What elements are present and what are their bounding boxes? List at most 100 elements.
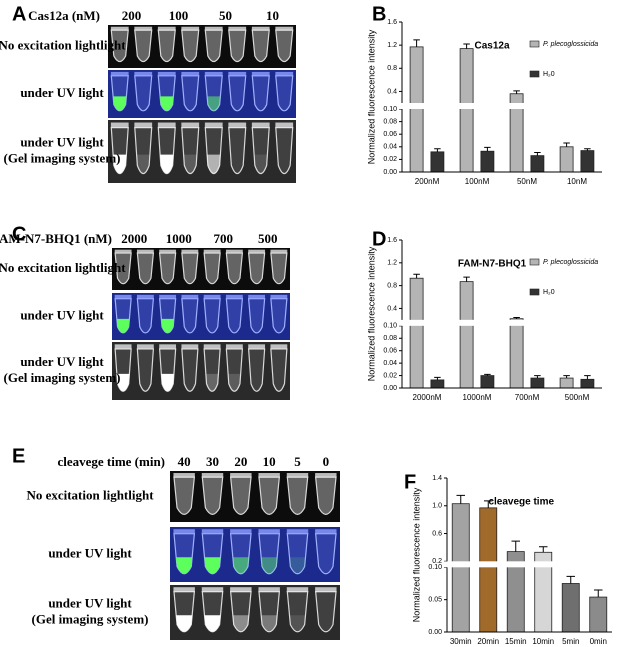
error-bar: [513, 317, 520, 319]
tube-cap: [315, 587, 337, 593]
tube-cap: [251, 26, 270, 31]
bar: [409, 277, 424, 389]
y-tick-label: 0.04: [383, 144, 397, 151]
tube: [228, 75, 247, 112]
error-bar: [534, 375, 541, 379]
tube-cap: [230, 587, 252, 593]
tube: [225, 298, 244, 334]
tube: [270, 348, 288, 392]
tube-cap: [136, 249, 154, 254]
tube: [203, 348, 221, 392]
tube: [228, 29, 247, 63]
tube: [258, 533, 281, 575]
chart-title: Cas12a: [474, 41, 509, 52]
legend-label: H₂0: [543, 289, 555, 296]
legend-swatch: [529, 40, 540, 48]
x-tick-label: 20min: [477, 637, 499, 646]
error-bar: [413, 39, 420, 47]
tube-cap: [248, 294, 266, 300]
axis-break: [398, 319, 604, 326]
x-tick-label: 10min: [532, 637, 554, 646]
legend-swatch: [529, 288, 540, 296]
tube-cap: [181, 26, 200, 31]
error-bar: [511, 540, 521, 552]
error-bar: [513, 90, 520, 94]
tube-glow: [204, 615, 221, 632]
y-tick-label: 1.4: [432, 475, 442, 482]
tube-glow: [161, 318, 175, 333]
photo-strip: [170, 585, 340, 640]
tube: [173, 476, 196, 515]
tube-glow: [159, 96, 174, 111]
chart: D FAM-N7-BHQ1 Normalized fluorescence inte…: [366, 228, 604, 402]
y-tick-label: 0.8: [387, 282, 397, 289]
tube-glow: [205, 373, 219, 392]
tube-cap: [203, 294, 221, 300]
y-tick-label: 0.04: [383, 360, 397, 367]
tube-cap: [157, 122, 176, 129]
tube-cap: [173, 587, 195, 593]
error-bar: [484, 373, 491, 376]
tube-cap: [204, 26, 223, 31]
error-bar: [538, 546, 548, 553]
x-tick-label: 5min: [562, 637, 579, 646]
tube: [136, 298, 155, 334]
column-label: 10: [266, 8, 279, 23]
x-tick-label: 1000nM: [463, 393, 492, 402]
tube-glow: [206, 96, 221, 111]
tube-cap: [258, 587, 280, 593]
column-label: 500: [258, 231, 278, 246]
legend-swatch: [529, 70, 540, 78]
x-tick-label: 0min: [590, 637, 607, 646]
photo-strip: [170, 527, 340, 582]
bar: [580, 150, 595, 173]
error-bar: [584, 375, 591, 380]
tube-cap: [228, 71, 247, 77]
tube-cap: [258, 473, 280, 478]
tube-cap: [159, 344, 177, 350]
tube-cap: [110, 71, 129, 77]
panel-letter: E: [12, 445, 25, 467]
x-tick-label: 200nM: [415, 177, 440, 186]
x-tick-label: 15min: [505, 637, 527, 646]
x-tick-label: 2000nM: [413, 393, 442, 402]
tube: [136, 348, 155, 392]
tube: [314, 533, 337, 575]
y-tick-label: 0.00: [383, 169, 397, 176]
y-tick-label: 1.2: [387, 42, 397, 49]
tube: [286, 591, 309, 633]
tube: [201, 476, 224, 515]
bar: [589, 596, 608, 633]
error-bar: [566, 575, 576, 584]
legend-label: P. plecoglossicida: [543, 41, 598, 48]
column-label: 30: [206, 454, 219, 469]
error-bar: [563, 375, 570, 379]
y-tick-label: 0.10: [383, 106, 397, 113]
error-bar: [584, 148, 591, 151]
y-axis-label: Normalized fluorescence intensity: [411, 487, 421, 622]
tube-cap: [110, 122, 129, 129]
tube-cap: [173, 529, 195, 535]
bar: [480, 150, 495, 173]
tube-cap: [114, 294, 132, 300]
x-tick-label: 100nM: [465, 177, 490, 186]
tube-glow: [116, 318, 130, 333]
error-bar: [434, 376, 441, 380]
bar: [479, 507, 498, 633]
y-tick-label: 1.6: [387, 237, 397, 244]
tube-glow: [112, 154, 127, 174]
tube: [181, 348, 199, 392]
row-label: No excitation lightlight: [0, 260, 126, 275]
tube-cap: [136, 294, 154, 300]
column-label: 100: [169, 8, 189, 23]
tube-glow: [176, 557, 193, 574]
tube: [314, 591, 337, 633]
error-bar: [563, 142, 570, 147]
y-tick-label: 0.10: [428, 564, 442, 571]
tube-cap: [201, 587, 224, 593]
y-tick-label: 0.06: [383, 131, 397, 138]
bar: [409, 46, 424, 173]
tube-glow: [136, 154, 151, 174]
tube-cap: [286, 529, 309, 535]
